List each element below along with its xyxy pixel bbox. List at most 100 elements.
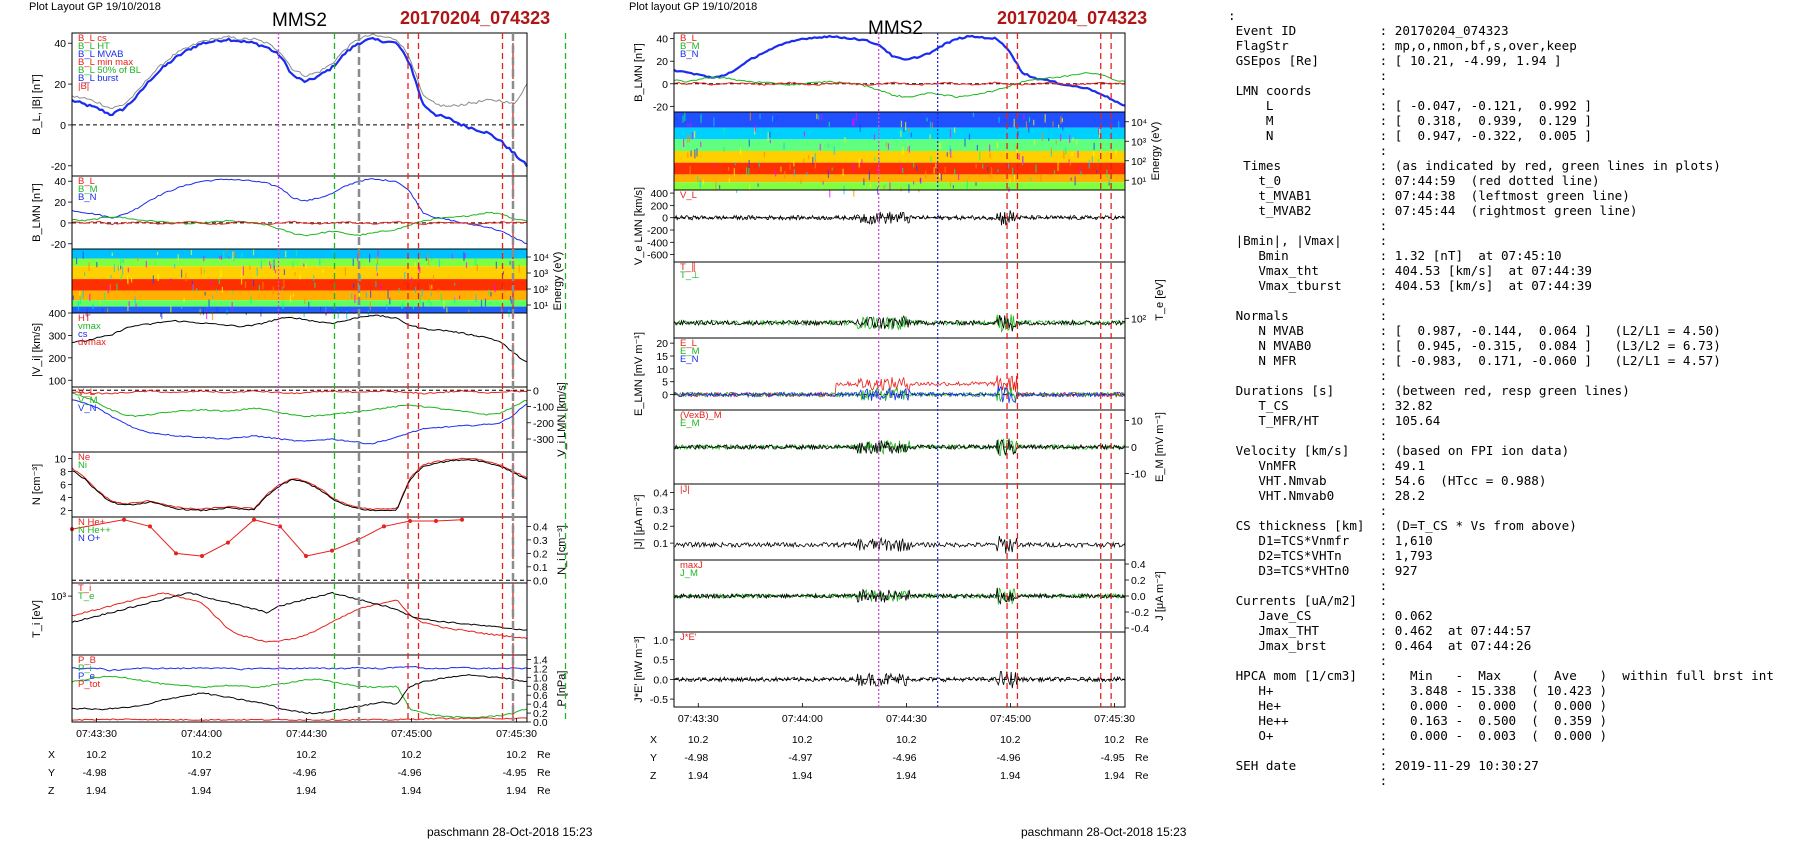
spectrogram-pixel bbox=[494, 283, 496, 293]
left-header: Plot Layout GP 19/10/2018 bbox=[29, 1, 161, 13]
spectrogram-pixel bbox=[916, 165, 918, 171]
spectrogram-pixel bbox=[987, 167, 989, 171]
panel-frame bbox=[673, 189, 1126, 263]
spectrogram-pixel bbox=[128, 301, 130, 307]
legend-entry: B_N bbox=[680, 49, 699, 60]
event-info-panel: : Event ID : 20170204_074323 FlagStr : m… bbox=[1228, 8, 1800, 788]
y-axis-label: T_e [eV] bbox=[1154, 279, 1166, 321]
spectrogram-pixel bbox=[816, 113, 818, 120]
spectrogram-band bbox=[674, 162, 1125, 175]
panel-frame bbox=[71, 451, 528, 518]
y-tick-label: 400 bbox=[48, 308, 66, 320]
spectrogram-pixel bbox=[687, 123, 689, 127]
spectrogram-pixel bbox=[369, 253, 371, 263]
legend-entry: T_⊥ bbox=[680, 270, 699, 281]
y-tick-label: 400 bbox=[650, 188, 668, 200]
table-cell: 1.94 bbox=[86, 785, 107, 797]
y-tick-label: 1.0 bbox=[653, 635, 668, 647]
spectrogram-pixel bbox=[109, 283, 111, 292]
spectrogram-pixel bbox=[352, 283, 355, 289]
legend-entry: J*E' bbox=[680, 632, 697, 643]
spectrogram-pixel bbox=[205, 311, 208, 320]
spectrogram-pixel bbox=[502, 271, 504, 275]
spectrogram-pixel bbox=[853, 117, 855, 126]
spectrogram-pixel bbox=[772, 115, 774, 122]
spectrogram-pixel bbox=[1093, 142, 1095, 150]
spectrogram-pixel bbox=[929, 134, 931, 139]
spectrogram-pixel bbox=[79, 290, 81, 296]
spectrogram-band bbox=[674, 151, 1125, 163]
spectrogram-pixel bbox=[713, 163, 716, 167]
spectrogram-pixel bbox=[242, 266, 244, 276]
spectrogram-band bbox=[72, 258, 527, 267]
spectrogram-pixel bbox=[387, 290, 389, 299]
spectrogram-pixel bbox=[903, 127, 905, 132]
spectrogram-pixel bbox=[1088, 160, 1090, 169]
noisy-series bbox=[673, 375, 1126, 399]
y-tick-label: 10¹ bbox=[533, 300, 549, 312]
spectrogram-pixel bbox=[365, 292, 368, 298]
spectrogram-pixel bbox=[122, 259, 124, 264]
y-tick-label: 0 bbox=[662, 79, 668, 91]
spectrogram-pixel bbox=[780, 166, 782, 172]
spectrogram-pixel bbox=[440, 293, 442, 302]
spectrogram-pixel bbox=[199, 309, 202, 316]
y-tick-label: -0.4 bbox=[1131, 623, 1149, 635]
spectrogram-pixel bbox=[687, 152, 689, 158]
spectrogram-pixel bbox=[702, 179, 705, 185]
spectrogram-pixel bbox=[926, 117, 928, 122]
spectrogram-pixel bbox=[92, 304, 94, 310]
legend-entry: B_M bbox=[680, 41, 700, 52]
spectrogram-pixel bbox=[177, 254, 179, 261]
spectrogram-pixel bbox=[827, 143, 829, 148]
table-row-label: Y bbox=[650, 752, 657, 764]
spectrogram-pixel bbox=[1012, 167, 1014, 176]
spectrogram-pixel bbox=[769, 139, 771, 144]
spectrogram-pixel bbox=[728, 177, 730, 183]
spectrogram-pixel bbox=[905, 121, 907, 131]
spectrogram-pixel bbox=[1109, 176, 1111, 184]
spectrogram-pixel bbox=[221, 286, 223, 293]
spectrogram-pixel bbox=[337, 310, 339, 319]
spectrogram-pixel bbox=[414, 286, 417, 294]
series-BM bbox=[71, 211, 528, 237]
spectrogram-band bbox=[674, 112, 1125, 128]
spectrogram-pixel bbox=[190, 250, 192, 255]
data-point bbox=[226, 540, 230, 545]
spectrogram-pixel bbox=[219, 255, 221, 259]
spectrogram-pixel bbox=[261, 250, 263, 256]
y-axis-label: J*E' [nW m⁻³] bbox=[633, 636, 645, 703]
y-axis-label: E_LMN [mV m⁻¹] bbox=[633, 332, 645, 416]
spectrogram-pixel bbox=[757, 183, 759, 187]
legend-entry: T_e bbox=[78, 591, 94, 602]
spectrogram-pixel bbox=[1070, 177, 1072, 181]
left-plot-stack: Plot Layout GP 19/10/2018 MMS2 20170204_… bbox=[29, 1, 593, 839]
table-cell: 10.2 bbox=[506, 749, 527, 761]
y-tick-label: 10⁴ bbox=[533, 252, 549, 264]
spectrogram-pixel bbox=[72, 295, 74, 300]
data-point bbox=[252, 517, 256, 522]
y-tick-label: 10 bbox=[1131, 416, 1143, 428]
spectrogram-pixel bbox=[314, 282, 316, 288]
spectrogram-pixel bbox=[954, 168, 956, 175]
spectrogram-pixel bbox=[495, 261, 497, 269]
y-tick-label: 0.4 bbox=[1131, 559, 1146, 571]
panel-frame bbox=[673, 32, 1126, 113]
spectrogram-pixel bbox=[75, 257, 78, 265]
x-tick-label: 07:45:00 bbox=[990, 713, 1031, 725]
series-BL bbox=[71, 178, 528, 245]
spectrogram-pixel bbox=[831, 167, 833, 171]
table-unit: Re bbox=[537, 785, 551, 797]
spectrogram-pixel bbox=[966, 180, 968, 190]
spectrogram-pixel bbox=[950, 148, 952, 158]
y-axis-label: B_L, |B| [nT] bbox=[31, 74, 43, 135]
y-tick-label: 0.6 bbox=[533, 690, 548, 702]
spectrogram-pixel bbox=[354, 294, 356, 304]
spectrogram-pixel bbox=[376, 272, 378, 276]
y-tick-label: -20 bbox=[653, 101, 668, 113]
spectrogram-pixel bbox=[1096, 169, 1098, 174]
spectrogram-pixel bbox=[438, 289, 440, 293]
table-cell: -4.96 bbox=[293, 767, 317, 779]
y-tick-label: 10 bbox=[656, 364, 668, 376]
